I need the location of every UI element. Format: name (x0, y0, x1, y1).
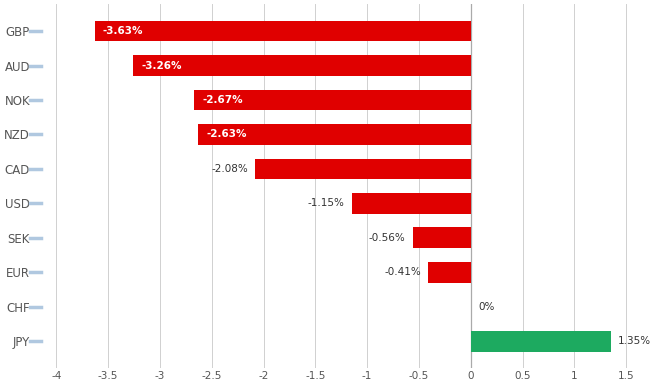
Text: -3.26%: -3.26% (141, 60, 182, 70)
Bar (95, 21, 471, 41)
Bar (133, 55, 471, 76)
Text: -0.56%: -0.56% (369, 233, 405, 243)
Bar (412, 228, 471, 248)
Text: -0.41%: -0.41% (384, 267, 421, 277)
Bar (352, 193, 471, 214)
Text: -2.08%: -2.08% (211, 164, 248, 174)
Bar (194, 90, 471, 110)
Text: -1.15%: -1.15% (307, 198, 344, 208)
Text: 0%: 0% (478, 302, 495, 312)
Bar (471, 331, 610, 352)
Text: 1.35%: 1.35% (618, 336, 651, 346)
Bar (256, 159, 471, 179)
Text: -2.67%: -2.67% (203, 95, 243, 105)
Bar (428, 262, 471, 283)
Text: -3.63%: -3.63% (103, 26, 144, 36)
Text: -2.63%: -2.63% (207, 129, 247, 139)
Bar (198, 124, 471, 145)
